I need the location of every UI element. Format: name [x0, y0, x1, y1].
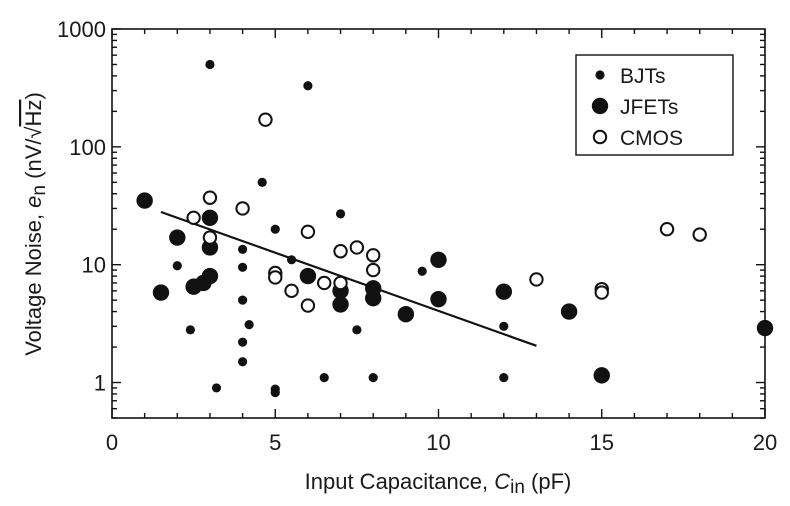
y-tick-label: 10 — [82, 253, 106, 278]
x-tick-label: 15 — [590, 430, 614, 455]
bjts-point — [352, 325, 362, 335]
y-axis-title-units-close: ) — [21, 92, 46, 99]
jfets-point — [593, 367, 610, 384]
y-axis-title-sub: n — [29, 185, 50, 196]
series-jfets — [136, 192, 774, 384]
bjts-point — [238, 337, 248, 347]
bjts-point — [499, 373, 509, 383]
y-tick-label: 100 — [69, 135, 106, 160]
cmos-point — [186, 210, 201, 225]
x-tick-label: 20 — [753, 430, 777, 455]
bjts-point — [238, 262, 248, 272]
bjts-point — [244, 320, 254, 330]
cmos-point — [235, 201, 250, 216]
cmos-point — [317, 275, 332, 291]
jfets-point — [152, 284, 170, 301]
x-tick-label: 0 — [106, 430, 118, 455]
jfets-point — [560, 303, 578, 320]
jfets-point — [299, 267, 317, 285]
cmos-point — [300, 298, 316, 313]
jfets-point — [430, 251, 447, 269]
series-bjts — [172, 59, 509, 398]
bjts-point — [211, 383, 222, 393]
y-axis-title-radicand: Hz — [21, 100, 46, 127]
cmos-point — [366, 262, 381, 278]
cmos-point — [333, 275, 348, 291]
series-cmos — [186, 112, 707, 313]
legend-item-jfets: JFETs — [591, 96, 678, 119]
jfets-point — [201, 209, 219, 226]
y-tick-label: 1000 — [57, 17, 106, 42]
jfets-point — [430, 290, 447, 308]
legend-item-bjts: BJTs — [595, 65, 666, 88]
bjts-point — [238, 244, 248, 254]
bjts-point — [368, 373, 378, 383]
cmos-point — [529, 272, 544, 287]
jfets-point — [169, 229, 186, 246]
cmos-point — [202, 230, 218, 245]
bjts-point — [270, 388, 280, 398]
legend-label: CMOS — [620, 127, 683, 150]
y-axis-title-radical: √ — [21, 126, 46, 139]
data-points-group — [136, 59, 774, 398]
cmos-point — [284, 283, 299, 299]
cmos-point — [333, 244, 348, 259]
jfets-point — [201, 267, 219, 285]
y-axis-title-var: e — [21, 196, 46, 208]
cmos-point — [594, 285, 609, 300]
jfets-point — [495, 283, 512, 300]
x-axis-title-suffix: (pF) — [525, 469, 571, 494]
jfets-point — [756, 319, 774, 337]
bjts-point — [319, 373, 329, 383]
axis-ticks-group: 0 5 10 15 20 1 10 100 1000 — [57, 17, 777, 455]
bjts-point — [335, 209, 346, 219]
legend-marker-bjts — [595, 70, 605, 80]
trend-line — [160, 210, 537, 347]
y-tick-label: 1 — [94, 371, 106, 396]
cmos-point — [692, 227, 707, 242]
bjts-point — [257, 177, 267, 187]
legend-label: BJTs — [620, 65, 666, 88]
cmos-point — [258, 112, 273, 127]
jfets-point — [136, 192, 153, 209]
bjts-point — [238, 295, 248, 305]
bjts-point — [303, 81, 313, 91]
legend-label: JFETs — [620, 96, 678, 119]
x-axis-title-sub: in — [510, 477, 525, 498]
cmos-point — [202, 190, 218, 205]
bjts-point — [172, 261, 182, 271]
legend-marker-jfets — [591, 97, 609, 115]
bjts-point — [238, 357, 248, 367]
y-axis-title: Voltage Noise, en (nV/√Hz) — [21, 92, 50, 356]
y-axis-title-units-open: (nV/ — [21, 138, 46, 185]
bjts-point — [417, 266, 427, 276]
legend-marker-cmos — [592, 129, 608, 145]
cmos-point — [268, 270, 283, 285]
x-tick-label: 5 — [269, 430, 281, 455]
jfets-point — [397, 306, 415, 323]
y-axis-title-prefix: Voltage Noise, — [21, 208, 46, 356]
cmos-point — [659, 222, 675, 237]
bjts-point — [205, 59, 215, 70]
trend-line-group — [160, 210, 537, 347]
x-tick-label: 10 — [426, 430, 450, 455]
cmos-point — [300, 224, 316, 240]
bjts-point — [499, 321, 509, 331]
jfets-point — [365, 289, 382, 307]
bjts-point — [286, 255, 297, 265]
x-axis-title: Input Capacitance, Cin (pF) — [305, 469, 572, 498]
cmos-point — [366, 248, 381, 263]
x-axis-title-var: C — [494, 469, 510, 494]
legend-item-cmos: CMOS — [592, 127, 683, 150]
legend: BJTs JFETs CMOS — [575, 54, 734, 156]
bjts-point — [270, 224, 280, 234]
bjts-point — [185, 325, 195, 335]
jfets-point — [332, 296, 349, 313]
cmos-point — [349, 240, 365, 255]
x-axis-title-prefix: Input Capacitance, — [305, 469, 495, 494]
